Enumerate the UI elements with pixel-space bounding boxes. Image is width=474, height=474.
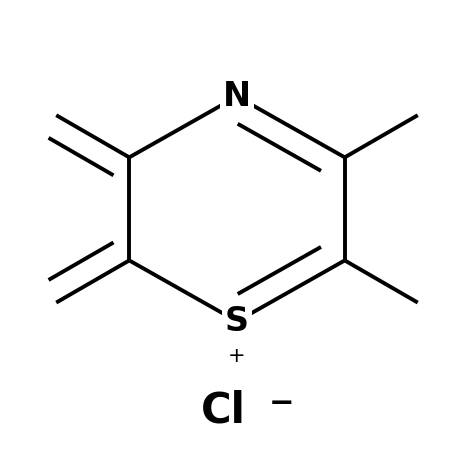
Text: S: S xyxy=(225,305,249,338)
Text: −: − xyxy=(269,389,294,418)
Text: +: + xyxy=(228,346,246,366)
Text: Cl: Cl xyxy=(201,389,246,431)
Text: N: N xyxy=(223,80,251,113)
